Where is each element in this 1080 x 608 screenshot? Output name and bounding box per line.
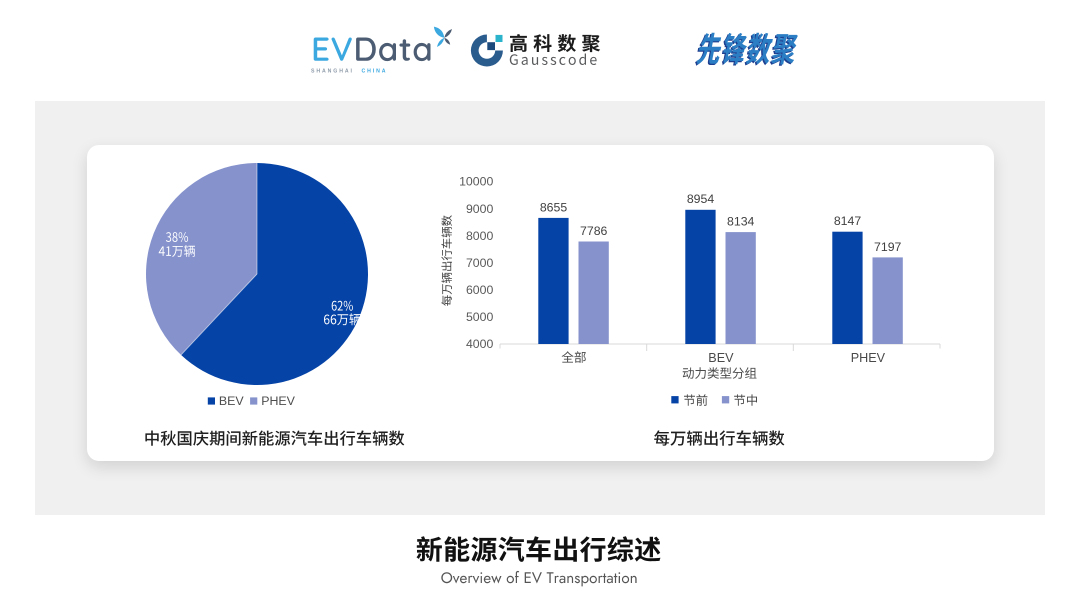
svg-text:4000: 4000 — [466, 337, 494, 351]
svg-text:BEV: BEV — [219, 394, 245, 408]
svg-text:CHINA: CHINA — [362, 69, 388, 75]
svg-text:8655: 8655 — [540, 200, 568, 214]
svg-text:7197: 7197 — [874, 240, 902, 254]
svg-text:8954: 8954 — [687, 192, 715, 206]
svg-text:SHANGHAI: SHANGHAI — [311, 69, 354, 75]
svg-text:8134: 8134 — [727, 214, 755, 228]
svg-text:PHEV: PHEV — [851, 351, 886, 365]
svg-text:9000: 9000 — [466, 202, 494, 216]
svg-text:10000: 10000 — [459, 175, 493, 189]
svg-text:5000: 5000 — [466, 310, 494, 324]
svg-text:8147: 8147 — [834, 214, 862, 228]
svg-text:6000: 6000 — [466, 283, 494, 297]
svg-text:7786: 7786 — [580, 224, 608, 238]
svg-text:BEV: BEV — [708, 351, 734, 365]
svg-text:PHEV: PHEV — [261, 394, 295, 408]
svg-text:8000: 8000 — [466, 229, 494, 243]
svg-text:7000: 7000 — [466, 256, 494, 270]
